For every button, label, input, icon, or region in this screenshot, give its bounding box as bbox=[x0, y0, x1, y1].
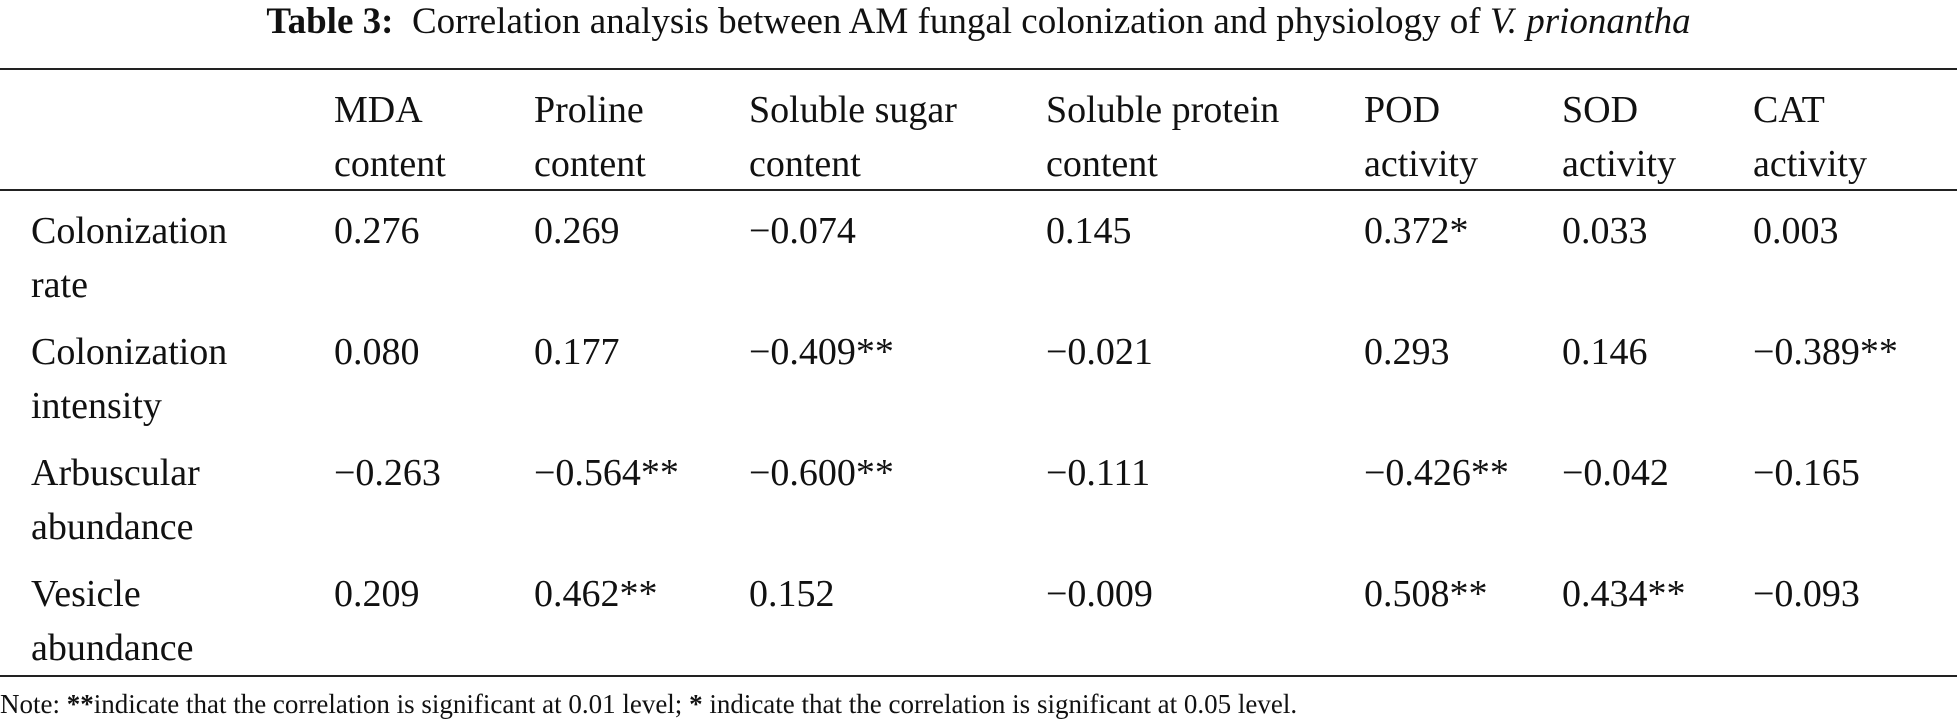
top-rule bbox=[0, 68, 1957, 70]
table-cell: −0.409** bbox=[749, 331, 894, 373]
table-cell: −0.074 bbox=[749, 210, 856, 252]
column-header: content bbox=[334, 143, 446, 185]
table-cell: −0.111 bbox=[1046, 452, 1151, 494]
table-cell: −0.564** bbox=[534, 452, 679, 494]
note-mark: ** bbox=[66, 689, 94, 719]
column-header: MDA bbox=[334, 89, 423, 131]
row-label: Colonization bbox=[31, 331, 228, 373]
note-mark: * bbox=[689, 689, 703, 719]
note-prefix: Note: bbox=[0, 689, 60, 719]
column-header: Soluble protein bbox=[1046, 89, 1280, 131]
title-text: Correlation analysis between AM fungal c… bbox=[411, 1, 1481, 42]
table-cell: 0.145 bbox=[1046, 210, 1132, 252]
table-cell: −0.426** bbox=[1364, 452, 1509, 494]
table-cell: −0.009 bbox=[1046, 573, 1153, 615]
column-header: activity bbox=[1753, 143, 1867, 185]
table-cell: 0.434** bbox=[1562, 573, 1686, 615]
column-header: Proline bbox=[534, 89, 644, 131]
column-header: content bbox=[534, 143, 646, 185]
column-header: activity bbox=[1364, 143, 1478, 185]
column-header: activity bbox=[1562, 143, 1676, 185]
header-rule bbox=[0, 189, 1957, 191]
column-header: content bbox=[749, 143, 861, 185]
bottom-rule bbox=[0, 675, 1957, 677]
table-cell: 0.177 bbox=[534, 331, 620, 373]
table-cell: 0.033 bbox=[1562, 210, 1648, 252]
table-title: Table 3: Correlation analysis between AM… bbox=[0, 0, 1957, 44]
column-header: content bbox=[1046, 143, 1158, 185]
table-cell: −0.600** bbox=[749, 452, 894, 494]
column-header: SOD bbox=[1562, 89, 1639, 131]
title-species: V. prionantha bbox=[1489, 1, 1691, 42]
row-label: Arbuscular bbox=[31, 452, 200, 494]
column-header: POD bbox=[1364, 89, 1441, 131]
title-label: Table 3: bbox=[266, 1, 394, 42]
table-cell: −0.165 bbox=[1753, 452, 1860, 494]
table-cell: −0.263 bbox=[334, 452, 441, 494]
note-text: indicate that the correlation is signifi… bbox=[709, 689, 1298, 719]
table-cell: 0.003 bbox=[1753, 210, 1839, 252]
row-label: Vesicle bbox=[31, 573, 141, 615]
table-cell: 0.209 bbox=[334, 573, 420, 615]
column-header: CAT bbox=[1753, 89, 1825, 131]
table-cell: −0.021 bbox=[1046, 331, 1153, 373]
row-label: rate bbox=[31, 264, 88, 306]
column-header: Soluble sugar bbox=[749, 89, 957, 131]
table-cell: −0.389** bbox=[1753, 331, 1898, 373]
table-cell: −0.093 bbox=[1753, 573, 1860, 615]
row-label: abundance bbox=[31, 506, 194, 548]
row-label: Colonization bbox=[31, 210, 228, 252]
note-text: indicate that the correlation is signifi… bbox=[93, 689, 683, 719]
table-cell: 0.293 bbox=[1364, 331, 1450, 373]
table-cell: 0.372* bbox=[1364, 210, 1469, 252]
row-label: intensity bbox=[31, 385, 162, 427]
table-cell: 0.152 bbox=[749, 573, 835, 615]
table-note: Note: **indicate that the correlation is… bbox=[0, 688, 1297, 720]
table-cell: 0.080 bbox=[334, 331, 420, 373]
table-cell: 0.269 bbox=[534, 210, 620, 252]
table-cell: 0.508** bbox=[1364, 573, 1488, 615]
table-cell: −0.042 bbox=[1562, 452, 1669, 494]
table-cell: 0.146 bbox=[1562, 331, 1648, 373]
table-cell: 0.462** bbox=[534, 573, 658, 615]
row-label: abundance bbox=[31, 627, 194, 669]
table-cell: 0.276 bbox=[334, 210, 420, 252]
